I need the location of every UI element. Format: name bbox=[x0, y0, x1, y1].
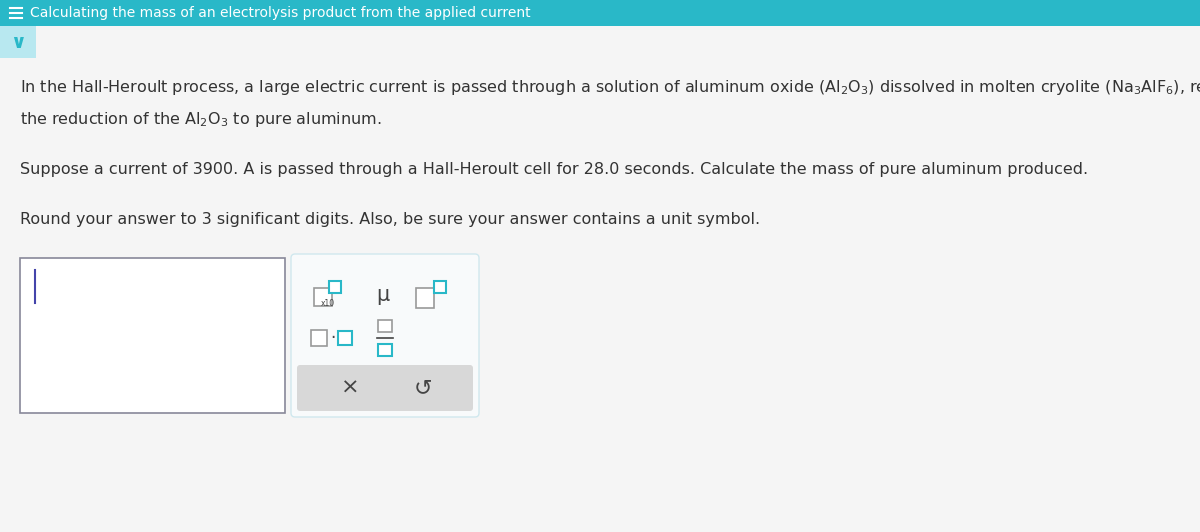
Text: Round your answer to 3 significant digits. Also, be sure your answer contains a : Round your answer to 3 significant digit… bbox=[20, 212, 760, 227]
FancyBboxPatch shape bbox=[0, 0, 1200, 26]
Text: Suppose a current of 3900. A is passed through a Hall-Heroult cell for 28.0 seco: Suppose a current of 3900. A is passed t… bbox=[20, 162, 1088, 177]
Text: ∨: ∨ bbox=[10, 32, 26, 52]
Text: the reduction of the $\mathrm{Al_2O_3}$ to pure aluminum.: the reduction of the $\mathrm{Al_2O_3}$ … bbox=[20, 110, 382, 129]
FancyBboxPatch shape bbox=[416, 288, 434, 308]
FancyBboxPatch shape bbox=[0, 26, 36, 58]
FancyBboxPatch shape bbox=[338, 331, 352, 345]
FancyBboxPatch shape bbox=[378, 320, 392, 332]
FancyBboxPatch shape bbox=[434, 281, 446, 293]
Text: Calculating the mass of an electrolysis product from the applied current: Calculating the mass of an electrolysis … bbox=[30, 6, 530, 20]
Text: In the Hall-Heroult process, a large electric current is passed through a soluti: In the Hall-Heroult process, a large ele… bbox=[20, 78, 1200, 97]
FancyBboxPatch shape bbox=[314, 288, 332, 306]
FancyBboxPatch shape bbox=[298, 365, 473, 411]
FancyBboxPatch shape bbox=[292, 254, 479, 417]
Text: x10: x10 bbox=[320, 298, 335, 307]
FancyBboxPatch shape bbox=[378, 344, 392, 356]
Text: μ: μ bbox=[377, 285, 390, 305]
Text: ↺: ↺ bbox=[414, 378, 432, 398]
FancyBboxPatch shape bbox=[329, 281, 341, 293]
Text: ·: · bbox=[330, 329, 336, 347]
FancyBboxPatch shape bbox=[20, 258, 286, 413]
FancyBboxPatch shape bbox=[311, 330, 326, 346]
Text: ×: × bbox=[341, 378, 359, 398]
